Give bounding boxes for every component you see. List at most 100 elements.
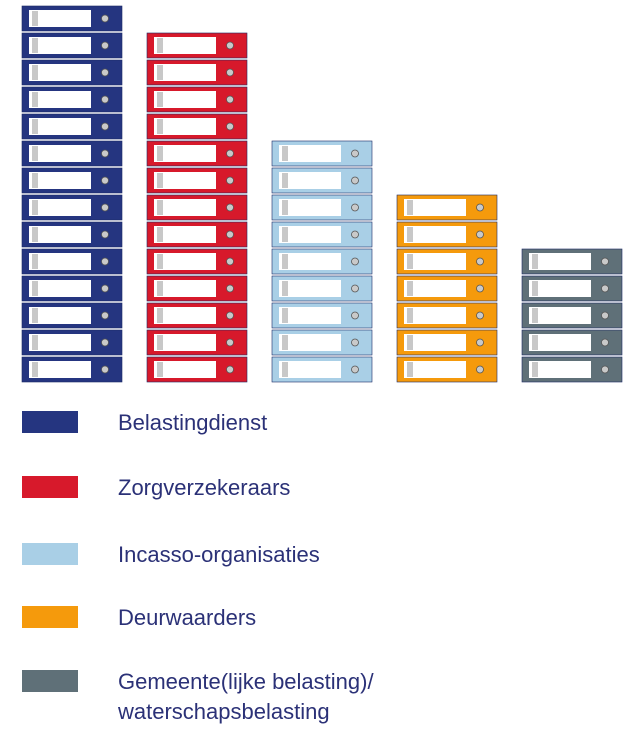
binder-label	[29, 118, 91, 135]
binder-strip	[157, 38, 163, 53]
binder-strip	[532, 281, 538, 296]
binder-ring	[102, 312, 109, 319]
binder-label	[279, 253, 341, 270]
binder-label	[279, 145, 341, 162]
binder-ring	[102, 150, 109, 157]
binder-ring	[102, 123, 109, 130]
binder-ring	[477, 258, 484, 265]
binder-strip	[532, 335, 538, 350]
binder-ring	[352, 312, 359, 319]
binder-stack	[397, 195, 497, 382]
binder-strip	[282, 173, 288, 188]
binder-strip	[157, 281, 163, 296]
binder-label	[29, 226, 91, 243]
binder-stack	[147, 33, 247, 382]
binder-ring	[227, 204, 234, 211]
binder-label	[279, 334, 341, 351]
binder-ring	[352, 177, 359, 184]
binder-stack	[272, 141, 372, 382]
legend-swatch	[22, 606, 78, 628]
binder-label	[154, 334, 216, 351]
binder-stack	[522, 249, 622, 382]
binder-strip	[157, 119, 163, 134]
binder-ring	[227, 177, 234, 184]
binder-label	[154, 118, 216, 135]
binder-strip	[32, 146, 38, 161]
binder-strip	[32, 335, 38, 350]
binder-ring	[102, 177, 109, 184]
binder-label	[154, 280, 216, 297]
binder-strip	[157, 200, 163, 215]
binder-strip	[157, 92, 163, 107]
binder-label	[154, 361, 216, 378]
binder-strip	[32, 200, 38, 215]
binder-ring	[227, 339, 234, 346]
binder-strip	[282, 227, 288, 242]
binder-ring	[227, 96, 234, 103]
binder-ring	[102, 231, 109, 238]
binder-label	[29, 361, 91, 378]
binder-strip	[32, 362, 38, 377]
binder-ring	[227, 69, 234, 76]
binder-ring	[602, 285, 609, 292]
binder-ring	[227, 123, 234, 130]
binder-strip	[157, 65, 163, 80]
binder-strip	[282, 146, 288, 161]
binder-ring	[477, 339, 484, 346]
binder-strip	[32, 227, 38, 242]
binder-ring	[102, 285, 109, 292]
binder-ring	[602, 366, 609, 373]
binder-strip	[407, 335, 413, 350]
binder-label	[529, 253, 591, 270]
binder-label	[29, 307, 91, 324]
binder-label	[404, 361, 466, 378]
binder-ring	[602, 312, 609, 319]
legend-label: Belastingdienst	[118, 408, 468, 438]
legend-label: Incasso-organisaties	[118, 540, 468, 570]
infographic: BelastingdienstZorgverzekeraarsIncasso-o…	[0, 0, 634, 730]
binder-strip	[282, 281, 288, 296]
binder-strip	[407, 254, 413, 269]
binder-strip	[32, 308, 38, 323]
binder-strip	[157, 362, 163, 377]
binder-ring	[227, 312, 234, 319]
binder-strip	[282, 362, 288, 377]
binder-label	[154, 91, 216, 108]
binder-strip	[32, 92, 38, 107]
binder-ring	[602, 339, 609, 346]
binder-strip	[532, 308, 538, 323]
binder-strip	[282, 335, 288, 350]
binder-ring	[102, 258, 109, 265]
binder-strip	[157, 308, 163, 323]
binder-strip	[157, 146, 163, 161]
binder-label	[154, 226, 216, 243]
binder-strip	[157, 173, 163, 188]
binder-ring	[102, 96, 109, 103]
binder-ring	[352, 231, 359, 238]
legend-swatch	[22, 476, 78, 498]
binder-label	[279, 280, 341, 297]
binder-label	[29, 199, 91, 216]
binder-ring	[477, 366, 484, 373]
binder-label	[404, 253, 466, 270]
binder-strip	[282, 254, 288, 269]
binder-label	[404, 199, 466, 216]
binder-strip	[407, 281, 413, 296]
binder-label	[29, 91, 91, 108]
binder-ring	[102, 204, 109, 211]
binder-ring	[227, 231, 234, 238]
binder-stacks	[0, 0, 634, 390]
binder-ring	[352, 339, 359, 346]
binder-ring	[227, 258, 234, 265]
binder-strip	[32, 119, 38, 134]
binder-strip	[32, 38, 38, 53]
binder-ring	[477, 204, 484, 211]
binder-strip	[32, 11, 38, 26]
binder-strip	[532, 254, 538, 269]
binder-ring	[352, 204, 359, 211]
binder-ring	[477, 285, 484, 292]
binder-ring	[352, 285, 359, 292]
binder-ring	[227, 366, 234, 373]
binder-strip	[157, 227, 163, 242]
binder-label	[29, 172, 91, 189]
